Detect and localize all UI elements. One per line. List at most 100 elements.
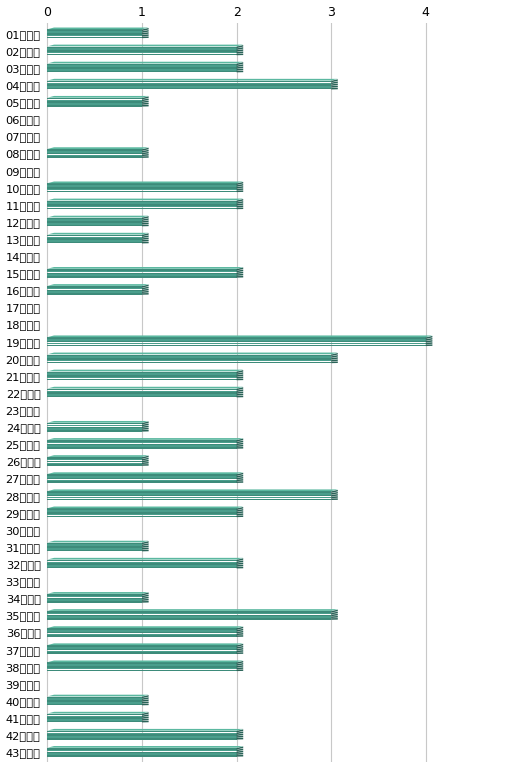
Polygon shape [237, 392, 243, 394]
Polygon shape [142, 592, 149, 595]
Polygon shape [48, 288, 142, 290]
Polygon shape [48, 69, 237, 71]
Polygon shape [48, 647, 237, 649]
Polygon shape [237, 272, 243, 274]
Polygon shape [142, 597, 149, 599]
Polygon shape [48, 475, 237, 476]
Polygon shape [48, 480, 237, 481]
Polygon shape [48, 100, 142, 101]
Polygon shape [237, 562, 243, 565]
Polygon shape [48, 565, 237, 567]
Polygon shape [48, 149, 142, 151]
Polygon shape [237, 629, 243, 631]
Polygon shape [237, 374, 243, 377]
Polygon shape [237, 733, 243, 736]
Polygon shape [237, 627, 243, 630]
Polygon shape [142, 156, 149, 158]
Polygon shape [48, 396, 237, 397]
Polygon shape [331, 490, 338, 493]
Polygon shape [48, 353, 338, 354]
Polygon shape [48, 748, 237, 750]
Polygon shape [142, 220, 149, 223]
Polygon shape [48, 377, 237, 379]
Polygon shape [237, 670, 243, 671]
Polygon shape [48, 355, 331, 356]
Polygon shape [48, 64, 237, 65]
Polygon shape [142, 32, 149, 35]
Polygon shape [237, 71, 243, 72]
Polygon shape [426, 344, 432, 346]
Polygon shape [48, 336, 432, 337]
Polygon shape [48, 238, 142, 240]
Polygon shape [48, 666, 237, 667]
Polygon shape [48, 634, 237, 635]
Polygon shape [331, 498, 338, 500]
Polygon shape [237, 633, 243, 635]
Polygon shape [48, 598, 142, 599]
Polygon shape [426, 336, 432, 339]
Polygon shape [142, 103, 149, 104]
Polygon shape [48, 360, 331, 362]
Polygon shape [237, 182, 243, 185]
Polygon shape [237, 515, 243, 517]
Polygon shape [237, 186, 243, 188]
Polygon shape [237, 441, 243, 443]
Polygon shape [237, 509, 243, 511]
Polygon shape [237, 68, 243, 71]
Polygon shape [48, 199, 243, 200]
Polygon shape [48, 105, 142, 107]
Polygon shape [48, 65, 237, 67]
Polygon shape [48, 755, 237, 756]
Polygon shape [48, 716, 142, 717]
Polygon shape [48, 339, 426, 341]
Polygon shape [237, 731, 243, 734]
Polygon shape [48, 438, 243, 440]
Polygon shape [48, 514, 237, 515]
Polygon shape [237, 376, 243, 379]
Polygon shape [48, 52, 237, 54]
Polygon shape [142, 216, 149, 219]
Polygon shape [237, 54, 243, 55]
Polygon shape [48, 345, 426, 346]
Polygon shape [48, 733, 237, 734]
Polygon shape [237, 730, 243, 733]
Polygon shape [331, 362, 338, 363]
Polygon shape [237, 736, 243, 738]
Polygon shape [331, 492, 338, 495]
Polygon shape [48, 28, 149, 29]
Polygon shape [142, 101, 149, 103]
Polygon shape [48, 426, 142, 428]
Polygon shape [48, 455, 149, 457]
Polygon shape [142, 291, 149, 293]
Polygon shape [237, 445, 243, 447]
Polygon shape [331, 610, 338, 613]
Polygon shape [237, 635, 243, 637]
Polygon shape [48, 717, 142, 719]
Polygon shape [48, 358, 331, 359]
Polygon shape [48, 86, 331, 88]
Polygon shape [48, 29, 142, 31]
Polygon shape [142, 98, 149, 101]
Polygon shape [142, 150, 149, 153]
Polygon shape [142, 223, 149, 224]
Polygon shape [237, 393, 243, 396]
Polygon shape [48, 703, 142, 705]
Polygon shape [142, 462, 149, 464]
Polygon shape [48, 695, 149, 697]
Polygon shape [48, 204, 237, 206]
Polygon shape [142, 599, 149, 601]
Polygon shape [48, 698, 142, 700]
Polygon shape [48, 497, 331, 498]
Polygon shape [48, 635, 237, 637]
Polygon shape [48, 508, 237, 510]
Polygon shape [48, 269, 237, 270]
Polygon shape [142, 218, 149, 221]
Polygon shape [331, 612, 338, 614]
Polygon shape [237, 667, 243, 670]
Polygon shape [142, 543, 149, 546]
Polygon shape [48, 442, 237, 443]
Polygon shape [48, 71, 237, 72]
Polygon shape [142, 147, 149, 151]
Polygon shape [237, 650, 243, 652]
Polygon shape [48, 379, 237, 380]
